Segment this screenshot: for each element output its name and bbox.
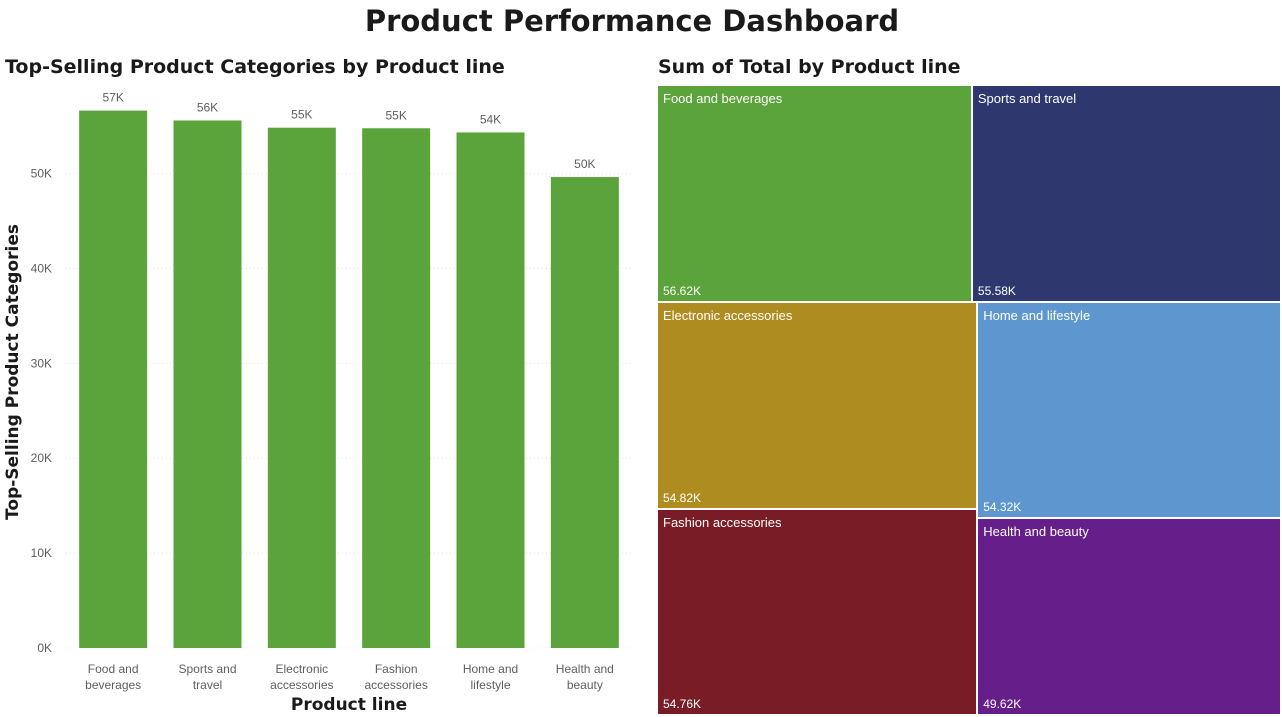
- y-tick-label: 40K: [31, 261, 52, 275]
- x-tick-label: Fashion: [375, 662, 418, 676]
- treemap-tile-label: Health and beauty: [983, 523, 1089, 539]
- x-tick-label: Electronic: [275, 662, 328, 676]
- treemap-tile-value: 56.62K: [663, 284, 702, 298]
- treemap-tile: Home and lifestyle 54.32K: [977, 302, 1281, 518]
- bar: [550, 177, 619, 648]
- treemap-tile: Health and beauty 49.62K: [977, 517, 1281, 715]
- y-axis-title: Top-Selling Product Categories: [3, 224, 23, 520]
- data-label: 56K: [197, 100, 218, 114]
- data-label: 55K: [385, 108, 406, 122]
- treemap-tile-label: Home and lifestyle: [983, 308, 1091, 323]
- x-tick-label: beauty: [567, 678, 603, 692]
- treemap: Food and beverages 56.62K Sports and trave…: [657, 85, 1281, 715]
- data-label: 57K: [102, 91, 123, 105]
- treemap-tile-label: Sports and travel: [977, 91, 1077, 106]
- y-tick-label: 50K: [31, 166, 52, 180]
- treemap-tile: Food and beverages 56.62K: [657, 85, 972, 302]
- bar: [456, 132, 525, 648]
- treemap-tile: Fashion accessories 54.76K: [657, 508, 978, 715]
- treemap-tile-value: 54.32K: [983, 499, 1022, 514]
- treemap-tile-label: Electronic accessories: [663, 308, 793, 323]
- treemap-tile-value: 49.62K: [983, 696, 1022, 711]
- x-tick-label: travel: [193, 678, 222, 692]
- bar: [79, 110, 148, 648]
- x-axis-title: Product line: [291, 695, 407, 715]
- x-tick-label: beverages: [85, 678, 141, 692]
- data-label: 54K: [480, 112, 501, 126]
- bar: [173, 120, 242, 648]
- bar: [267, 127, 336, 649]
- y-tick-label: 10K: [31, 546, 52, 560]
- treemap-tile-value: 54.76K: [663, 696, 702, 711]
- y-tick-label: 0K: [37, 641, 52, 655]
- bar: [362, 128, 431, 648]
- treemap-tile-value: 54.82K: [663, 490, 702, 505]
- data-label: 55K: [291, 108, 312, 122]
- x-tick-label: Sports and: [178, 662, 236, 676]
- y-tick-label: 20K: [31, 451, 52, 465]
- bar-chart: 0K 10K 20K 30K 40K 50K 57K Food and beverages 56K…: [3, 91, 632, 715]
- y-tick-label: 30K: [31, 356, 52, 370]
- x-tick-label: accessories: [364, 678, 427, 692]
- data-label: 50K: [574, 157, 595, 171]
- x-tick-label: Home and: [463, 662, 518, 676]
- treemap-tile-label: Food and beverages: [663, 91, 783, 106]
- treemap-tile: Electronic accessories 54.82K: [657, 302, 978, 509]
- treemap-tile: Sports and travel 55.58K: [971, 85, 1281, 302]
- treemap-tile-value: 55.58K: [977, 284, 1016, 298]
- treemap-title: Sum of Total by Product line: [658, 56, 961, 78]
- x-tick-label: Food and: [88, 662, 139, 676]
- x-tick-label: Health and: [556, 662, 614, 676]
- treemap-tile-label: Fashion accessories: [663, 514, 782, 530]
- x-tick-label: accessories: [270, 678, 333, 692]
- bar-chart-title: Top-Selling Product Categories by Produc…: [5, 56, 505, 78]
- x-tick-label: lifestyle: [470, 678, 510, 692]
- dashboard-title: Product Performance Dashboard: [364, 4, 900, 38]
